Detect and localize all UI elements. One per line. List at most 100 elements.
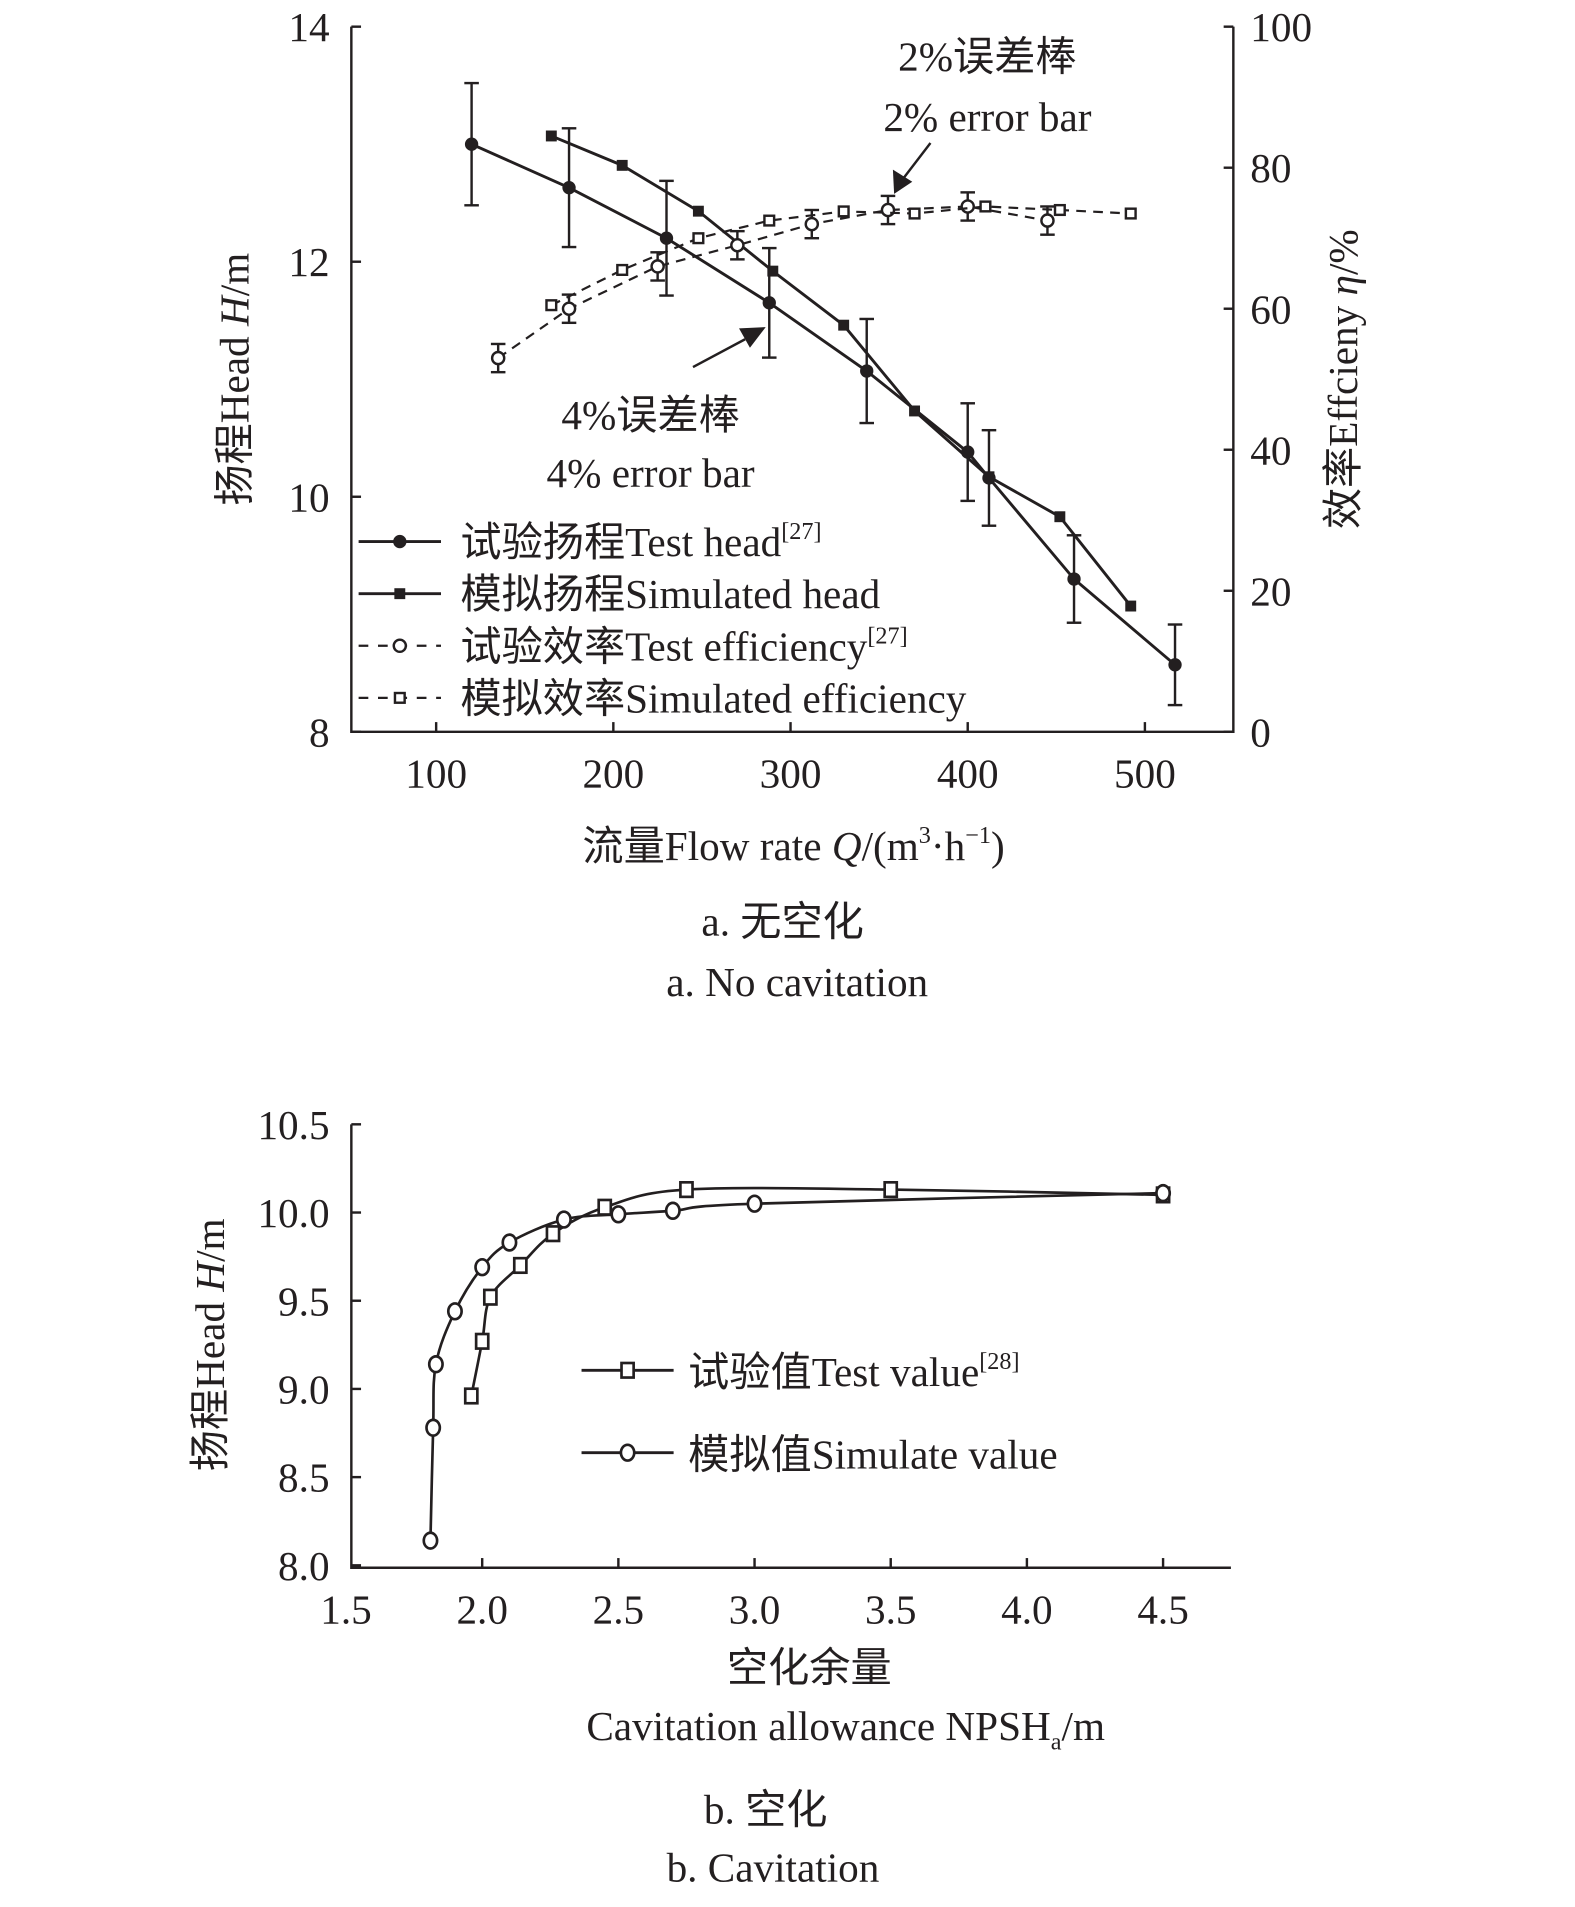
data-point-1 xyxy=(474,1258,491,1277)
chart-b-x-label-cn: 空化余量 xyxy=(727,1645,892,1691)
legend-label-text: 模拟扬程Simulated head xyxy=(460,571,880,617)
data-point-2 xyxy=(730,237,745,253)
legend-label-1: 模拟扬程Simulated head xyxy=(460,571,880,617)
chart-b-legend: 试验值Test value[28] 模拟值Simulate value xyxy=(581,1348,1058,1477)
legend-label-0: 试验扬程Test head[27] xyxy=(460,518,821,565)
chart-b-y-label: 扬程Head H/m xyxy=(187,1218,233,1471)
data-point-2 xyxy=(561,301,577,316)
data-point-0 xyxy=(512,1256,528,1275)
y-left-tick-label: 14 xyxy=(288,4,329,50)
data-point-1 xyxy=(422,1531,439,1550)
y-right-tick-label: 80 xyxy=(1250,145,1291,191)
data-point-0 xyxy=(1067,572,1081,586)
data-point-0 xyxy=(463,1387,479,1405)
chart-b-ticks: 1.5 2.0 2.5 3.0 3.5 4.0 4.5 8.0 8.5 9.0 9.5 10.0 10.… xyxy=(257,1102,1188,1633)
y-right-tick-label: 40 xyxy=(1250,427,1291,473)
y-tick-label: 9.5 xyxy=(278,1278,329,1324)
y-left-tick-label: 12 xyxy=(288,239,329,285)
data-point-3 xyxy=(763,214,776,227)
y-tick-label: 8.5 xyxy=(278,1455,329,1501)
series-line-1 xyxy=(429,1191,1164,1541)
data-point-0 xyxy=(1168,658,1182,672)
data-point-0 xyxy=(562,181,576,195)
data-point-1 xyxy=(427,1355,444,1374)
chart-a-caption-en: a. No cavitation xyxy=(666,959,928,1005)
legend-label-text: 试验值Test value xyxy=(688,1349,979,1395)
data-point-1 xyxy=(610,1205,627,1224)
x-tick-label: 4.0 xyxy=(1001,1586,1052,1632)
x-tick-label: 100 xyxy=(405,751,467,797)
x-tick-label: 200 xyxy=(582,751,644,797)
data-point-1 xyxy=(692,205,704,217)
chart-b-caption-cn: b. 空化 xyxy=(704,1786,828,1832)
data-point-0 xyxy=(597,1198,613,1216)
data-point-2 xyxy=(1040,213,1055,228)
data-point-3 xyxy=(908,207,921,220)
chart-a-axes xyxy=(350,26,1235,733)
legend-label-text: 试验效率Test efficiency xyxy=(460,623,867,669)
data-point-1 xyxy=(767,265,779,277)
data-point-0 xyxy=(464,137,479,151)
series-line-2 xyxy=(497,205,1048,359)
data-point-3 xyxy=(1124,207,1137,220)
data-point-3 xyxy=(692,232,705,245)
chart-a-x-label: 流量Flow rate Q/(m3·h−1) xyxy=(582,822,1004,870)
data-point-3 xyxy=(979,200,992,213)
chart-a-y-left-label: 扬程Head H/m xyxy=(211,253,257,506)
y-right-tick-label: 100 xyxy=(1250,4,1312,50)
y-tick-label: 10.5 xyxy=(257,1102,329,1148)
data-point-1 xyxy=(1155,1183,1172,1203)
legend-marker-3 xyxy=(393,691,406,704)
legend-marker-0 xyxy=(620,1361,635,1379)
chart-b: 1.5 2.0 2.5 3.0 3.5 4.0 4.5 8.0 8.5 9.0 9.5 10.0 10.… xyxy=(187,1102,1231,1891)
x-tick-label: 400 xyxy=(937,751,999,797)
y-tick-label: 8.0 xyxy=(278,1543,329,1589)
x-tick-label: 1.5 xyxy=(320,1586,371,1632)
data-point-1 xyxy=(1054,511,1066,523)
data-point-1 xyxy=(446,1302,463,1321)
legend-label-1: 模拟值Simulate value xyxy=(688,1431,1057,1477)
data-point-0 xyxy=(659,231,674,245)
data-point-2 xyxy=(880,202,896,218)
x-tick-label: 2.0 xyxy=(456,1586,507,1632)
data-point-0 xyxy=(679,1180,694,1199)
data-point-3 xyxy=(616,263,629,276)
annotation-4pct-en: 4% error bar xyxy=(547,450,755,496)
x-tick-label: 2.5 xyxy=(593,1586,644,1632)
chart-b-caption-en: b. Cavitation xyxy=(667,1845,880,1891)
data-point-0 xyxy=(474,1332,490,1350)
data-point-1 xyxy=(501,1233,518,1252)
y-tick-label: 9.0 xyxy=(278,1366,329,1412)
chart-b-frame xyxy=(350,1124,1231,1569)
legend-marker-0 xyxy=(393,534,407,549)
y-left-tick-label: 8 xyxy=(309,709,330,755)
legend-label-text: 试验扬程Test head xyxy=(460,519,781,565)
data-point-0 xyxy=(860,364,874,378)
annotation-4pct-cn: 4%误差棒 xyxy=(561,392,739,438)
annotation-arrow-2pct xyxy=(892,142,932,194)
data-point-2 xyxy=(804,216,820,232)
y-tick-label: 10.0 xyxy=(257,1190,329,1236)
y-right-tick-label: 0 xyxy=(1250,709,1271,755)
legend-marker-2 xyxy=(392,638,408,654)
chart-a: 100 200 300 400 500 8 10 12 14 0 20 40 60 80 100 扬程Hea… xyxy=(211,4,1366,1005)
chart-a-legend: 试验扬程Test head[27] 模拟扬程Simulated head 试验效率T… xyxy=(358,518,967,721)
data-point-0 xyxy=(762,296,776,310)
data-point-1 xyxy=(425,1418,442,1437)
data-point-2 xyxy=(650,259,665,274)
legend-label-3: 模拟效率Simulated efficiency xyxy=(460,675,966,721)
data-point-3 xyxy=(837,205,850,218)
annotation-2pct-cn: 2%误差棒 xyxy=(898,33,1076,79)
annotation-arrow-4pct xyxy=(692,327,766,369)
y-right-tick-label: 60 xyxy=(1250,286,1291,332)
data-point-0 xyxy=(545,1225,561,1243)
data-point-1 xyxy=(1125,600,1137,612)
data-point-0 xyxy=(482,1288,498,1306)
chart-b-x-label-en: Cavitation allowance NPSHa/m xyxy=(586,1703,1105,1756)
legend-marker-1 xyxy=(619,1443,636,1462)
legend-label-ref: [28] xyxy=(979,1348,1019,1375)
legend-label-0: 试验值Test value[28] xyxy=(688,1348,1019,1395)
legend-label-text: 模拟效率Simulated efficiency xyxy=(460,675,966,721)
x-tick-label: 4.5 xyxy=(1137,1586,1188,1632)
